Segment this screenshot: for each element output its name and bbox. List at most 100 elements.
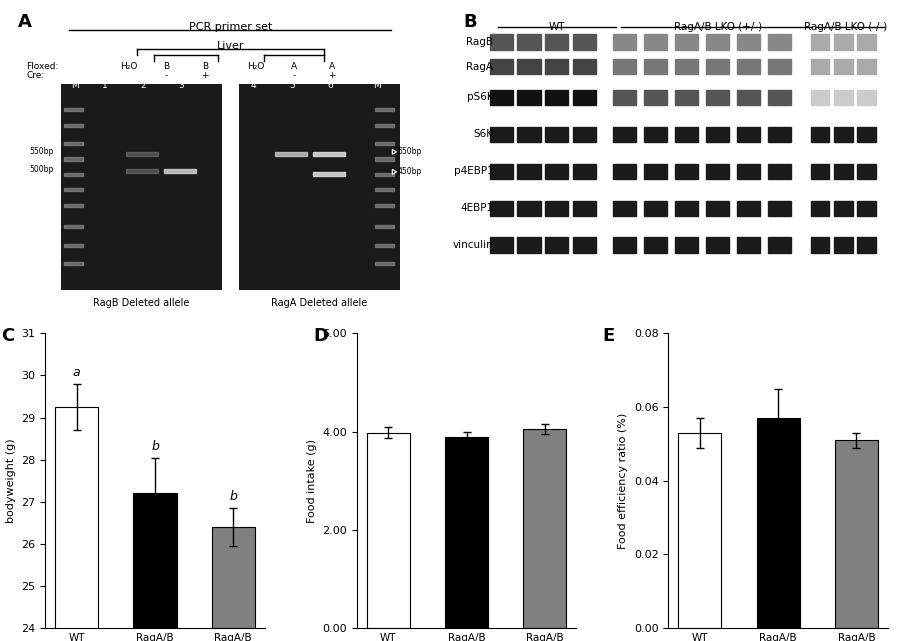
Text: Cre:: Cre: [26, 71, 45, 80]
Text: 500bp: 500bp [30, 165, 54, 174]
Bar [212, 527, 255, 641]
Text: RagA Deleted allele: RagA Deleted allele [271, 298, 368, 308]
Bar [490, 90, 513, 105]
Text: RagA/B LKO (+/-): RagA/B LKO (+/-) [674, 22, 762, 32]
Text: +: + [201, 71, 208, 80]
Bar [545, 127, 568, 142]
Bar [573, 237, 596, 253]
Text: 4EBP1: 4EBP1 [460, 203, 493, 213]
Bar [374, 225, 393, 228]
Bar [811, 127, 829, 142]
Bar [675, 90, 698, 105]
Bar [706, 59, 728, 74]
Bar [737, 163, 760, 179]
Bar [706, 163, 728, 179]
Bar [573, 59, 596, 74]
Bar [811, 59, 829, 74]
Text: +: + [328, 71, 336, 80]
Bar [64, 225, 83, 228]
Bar [613, 35, 636, 50]
Bar [767, 237, 791, 253]
Bar [644, 163, 667, 179]
Bar [275, 152, 306, 156]
Bar [706, 35, 728, 50]
Bar [573, 127, 596, 142]
Polygon shape [55, 167, 60, 172]
Bar [857, 237, 876, 253]
Bar [126, 152, 159, 156]
Text: 5: 5 [289, 81, 294, 90]
Text: 3: 3 [178, 81, 184, 90]
Text: 2: 2 [140, 81, 146, 90]
Text: S6K: S6K [473, 129, 493, 139]
Bar [374, 244, 393, 247]
Text: RagA: RagA [467, 62, 493, 72]
Bar [613, 163, 636, 179]
Bar [613, 237, 636, 253]
Bar [64, 188, 83, 191]
Bar [367, 433, 410, 628]
Y-axis label: Food efficiency ratio (%): Food efficiency ratio (%) [619, 413, 629, 549]
Bar [64, 108, 83, 112]
Bar [675, 201, 698, 216]
Bar [374, 142, 393, 145]
Text: -: - [293, 71, 295, 80]
Bar [61, 83, 222, 290]
Bar [767, 201, 791, 216]
Text: 1: 1 [102, 81, 108, 90]
Bar [679, 433, 721, 628]
Text: M: M [372, 81, 381, 90]
Text: E: E [602, 328, 615, 345]
Bar [834, 35, 853, 50]
Bar [834, 237, 853, 253]
Bar [64, 124, 83, 127]
Text: WT: WT [549, 22, 565, 32]
Bar [613, 127, 636, 142]
Bar [757, 418, 800, 628]
Bar [374, 173, 393, 176]
Bar [490, 127, 513, 142]
Bar [445, 437, 488, 628]
Bar [64, 142, 83, 145]
Bar [737, 127, 760, 142]
Bar [706, 201, 728, 216]
Bar [64, 262, 83, 265]
Bar [857, 201, 876, 216]
Bar [573, 90, 596, 105]
Bar [573, 35, 596, 50]
Bar [675, 35, 698, 50]
Bar [517, 59, 541, 74]
Bar [490, 59, 513, 74]
Bar [857, 90, 876, 105]
Bar [374, 262, 393, 265]
Bar [524, 429, 566, 628]
Bar [857, 127, 876, 142]
Text: B: B [202, 62, 207, 71]
Bar [644, 35, 667, 50]
Bar [165, 169, 197, 173]
Text: RagB Deleted allele: RagB Deleted allele [93, 298, 189, 308]
Bar [545, 59, 568, 74]
Text: A: A [18, 13, 32, 31]
Bar [834, 201, 853, 216]
Bar [517, 237, 541, 253]
Text: A: A [329, 62, 335, 71]
Bar [857, 163, 876, 179]
Bar [706, 90, 728, 105]
Bar [573, 163, 596, 179]
Polygon shape [55, 149, 60, 154]
Bar [573, 201, 596, 216]
Bar [767, 163, 791, 179]
Bar [374, 108, 393, 112]
Text: 450bp: 450bp [398, 167, 422, 176]
Bar [737, 35, 760, 50]
Bar [64, 204, 83, 206]
Text: pS6K: pS6K [467, 92, 493, 103]
Bar [675, 237, 698, 253]
Y-axis label: Food intake (g): Food intake (g) [307, 438, 317, 523]
Text: a: a [73, 366, 81, 379]
Bar [64, 244, 83, 247]
Text: B: B [464, 13, 477, 31]
Bar [767, 127, 791, 142]
Bar [811, 163, 829, 179]
